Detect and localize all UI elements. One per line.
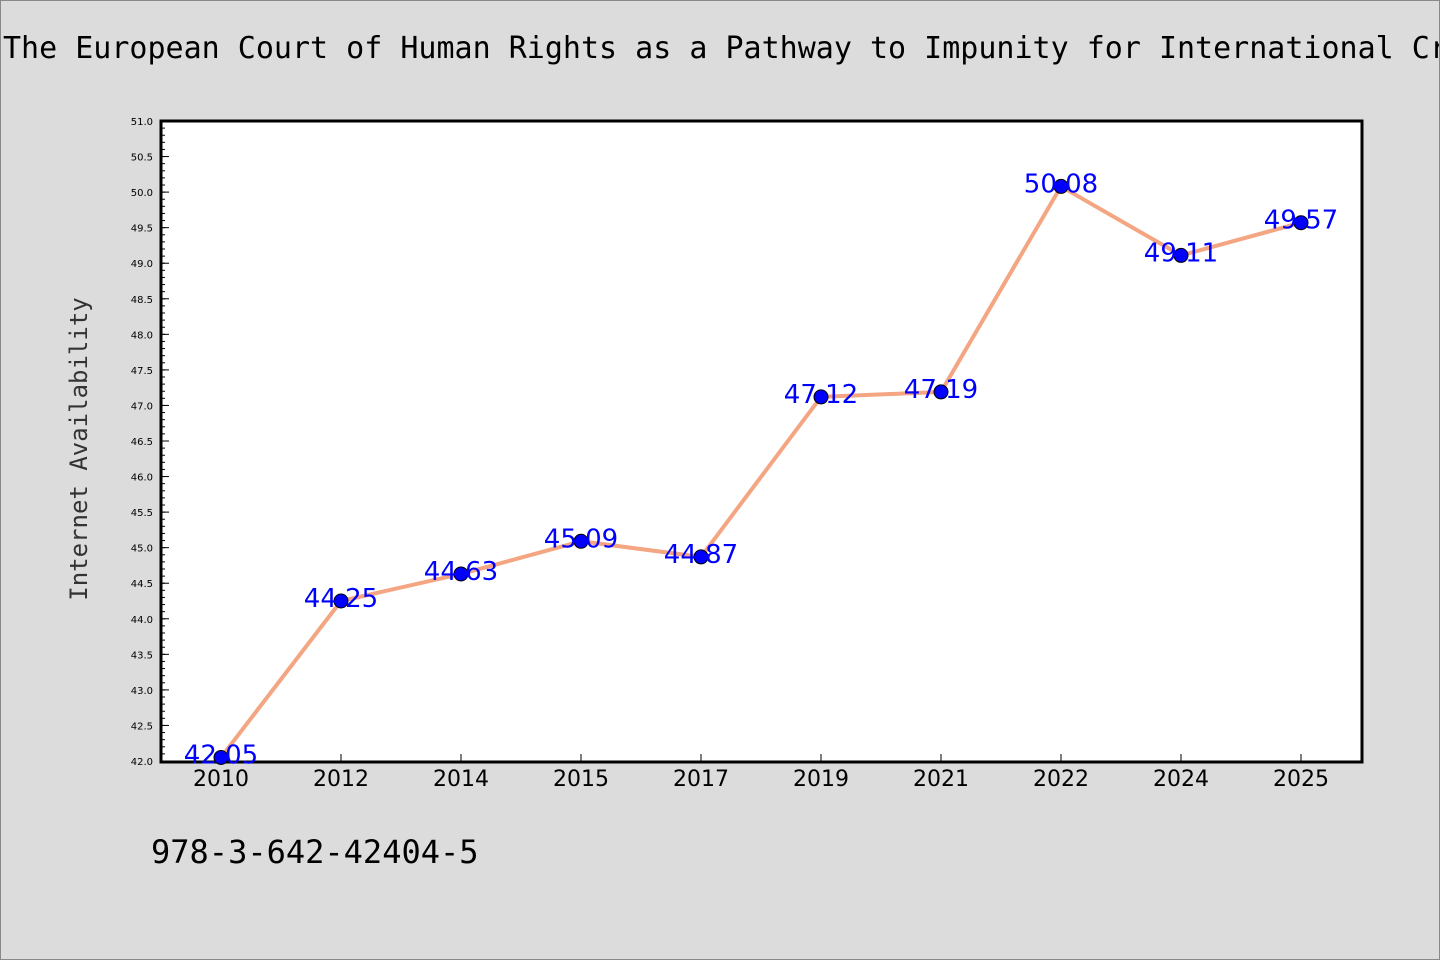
data-point-2022 xyxy=(1053,178,1069,194)
y-tick-label-12: 48.0 xyxy=(131,330,153,341)
x-tick-label-0: 2010 xyxy=(193,767,249,792)
data-label-2017: 44.87 xyxy=(664,540,738,570)
y-tick-label-1: 42.5 xyxy=(131,721,153,732)
footer-isbn: 978-3-642-42404-5 xyxy=(151,833,479,871)
data-label-2024: 49.11 xyxy=(1144,238,1218,268)
data-labels: 42.05 44.25 44.63 45.09 44.87 47.12 47.19 50.08… xyxy=(184,169,1338,770)
data-label-2025: 49.57 xyxy=(1264,206,1338,236)
x-tick-label-6: 2021 xyxy=(913,767,969,792)
data-point-2025 xyxy=(1293,215,1309,231)
y-tick-label-8: 46.0 xyxy=(131,473,153,484)
y-tick-label-18: 51.0 xyxy=(131,117,153,128)
y-tick-label-7: 45.5 xyxy=(131,508,153,519)
data-point-2010 xyxy=(213,749,229,765)
data-point-2019 xyxy=(813,389,829,405)
data-label-2015: 45.09 xyxy=(544,524,618,554)
x-tick-label-9: 2025 xyxy=(1273,767,1329,792)
data-markers xyxy=(213,178,1309,765)
y-tick-label-6: 45.0 xyxy=(131,544,153,555)
x-tick-label-4: 2017 xyxy=(673,767,729,792)
x-tick-label-1: 2012 xyxy=(313,767,369,792)
y-axis-label: Internet Availability xyxy=(65,297,93,600)
y-tick-label-16: 50.0 xyxy=(131,188,153,199)
y-tick-label-0: 42.0 xyxy=(131,757,153,768)
data-label-2010: 42.05 xyxy=(184,740,258,770)
data-point-2021 xyxy=(933,384,949,400)
plot-area xyxy=(159,119,1364,764)
y-tick-label-10: 47.0 xyxy=(131,401,153,412)
y-tick-label-15: 49.5 xyxy=(131,224,153,235)
x-axis: 2010 2012 2014 2015 2017 2019 2021 2022 2024 2025 xyxy=(193,754,1329,792)
data-label-2014: 44.63 xyxy=(424,557,498,587)
y-tick-label-9: 46.5 xyxy=(131,437,153,448)
x-tick-label-8: 2024 xyxy=(1153,767,1209,792)
data-label-2022: 50.08 xyxy=(1024,169,1098,199)
y-tick-label-2: 43.0 xyxy=(131,686,153,697)
data-point-2012 xyxy=(333,593,349,609)
data-label-2012: 44.25 xyxy=(304,584,378,614)
x-tick-label-3: 2015 xyxy=(553,767,609,792)
data-point-2024 xyxy=(1173,247,1189,263)
y-tick-label-17: 50.5 xyxy=(131,153,153,164)
y-tick-label-14: 49.0 xyxy=(131,259,153,270)
data-point-2014 xyxy=(453,566,469,582)
data-point-2015 xyxy=(573,533,589,549)
data-label-2021: 47.19 xyxy=(904,375,978,405)
x-tick-label-7: 2022 xyxy=(1033,767,1089,792)
y-tick-label-4: 44.0 xyxy=(131,615,153,626)
x-tick-label-5: 2019 xyxy=(793,767,849,792)
y-tick-label-5: 44.5 xyxy=(131,579,153,590)
data-point-2017 xyxy=(693,549,709,565)
y-axis: 42.0 42.5 43.0 43.5 44.0 44.5 45.0 45.5 46.0 46.5… xyxy=(131,117,169,768)
x-tick-label-2: 2014 xyxy=(433,767,489,792)
y-tick-label-13: 48.5 xyxy=(131,295,153,306)
y-tick-label-3: 43.5 xyxy=(131,650,153,661)
chart-title: The European Court of Human Rights as a … xyxy=(3,31,1440,66)
y-tick-label-11: 47.5 xyxy=(131,366,153,377)
series-line-group xyxy=(219,184,1302,759)
data-label-2019: 47.12 xyxy=(784,380,858,410)
series-line xyxy=(219,184,1302,759)
